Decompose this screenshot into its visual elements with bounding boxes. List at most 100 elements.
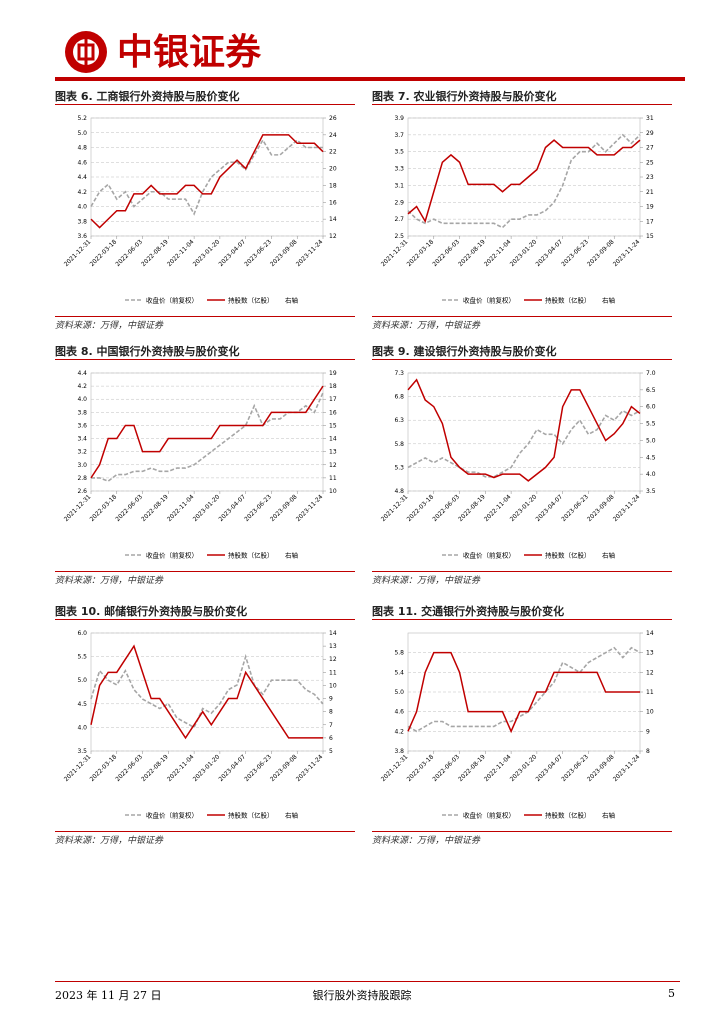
source-rule — [55, 831, 355, 832]
y2-tick-label: 29 — [646, 130, 654, 137]
y-tick-label: 3.5 — [394, 149, 404, 156]
y-tick-label: 5.4 — [394, 669, 404, 676]
source-note: 资料来源：万得，中银证券 — [372, 321, 481, 331]
y2-tick-label: 8 — [329, 709, 333, 716]
y-tick-label: 2.8 — [77, 475, 87, 482]
y2-tick-label: 19 — [646, 204, 654, 211]
source-rule — [372, 831, 672, 832]
legend-label: 持股数（亿股） — [228, 296, 274, 305]
legend-label: 收盘价（前复权） — [463, 811, 515, 820]
figure-title: 图表 9. 建设银行外资持股与股价变化 — [372, 345, 557, 358]
y-tick-label: 5.5 — [77, 654, 87, 661]
y-tick-label: 3.0 — [77, 462, 87, 469]
x-tick-label: 2023-11-24 — [612, 753, 642, 783]
series-line — [90, 134, 324, 229]
legend-note: 右轴 — [602, 296, 616, 305]
y2-tick-label: 9 — [646, 728, 650, 735]
header-rule — [55, 77, 685, 81]
y-tick-label: 5.3 — [394, 464, 404, 471]
series-line — [90, 385, 324, 479]
x-tick-label: 2023-11-24 — [295, 493, 325, 523]
y-tick-label: 4.8 — [394, 488, 404, 495]
chart: 3.84.24.65.05.45.88910111213142021-12-31… — [380, 630, 654, 820]
y2-tick-label: 5.5 — [646, 421, 656, 428]
y2-tick-label: 21 — [646, 189, 654, 196]
legend-label: 收盘价（前复权） — [463, 551, 515, 560]
y2-tick-label: 4.0 — [646, 471, 656, 478]
y2-tick-label: 7.0 — [646, 370, 656, 377]
y2-tick-label: 25 — [646, 159, 654, 166]
y2-tick-label: 11 — [329, 475, 337, 482]
y2-tick-label: 18 — [329, 383, 337, 390]
x-tick-label: 2023-11-24 — [612, 493, 642, 523]
series-line — [407, 651, 640, 734]
y2-tick-label: 17 — [646, 218, 654, 225]
y-tick-label: 3.1 — [394, 182, 404, 189]
y2-tick-label: 14 — [329, 436, 337, 443]
figure-rule — [372, 359, 672, 360]
series-line — [407, 409, 641, 478]
y-tick-label: 2.7 — [394, 216, 404, 223]
footer-date: 2023 年 11 月 27 日 — [55, 989, 162, 1002]
series-line — [407, 378, 641, 482]
y2-tick-label: 31 — [646, 115, 654, 122]
y2-tick-label: 12 — [329, 656, 337, 663]
source-rule — [372, 316, 672, 317]
series-line — [90, 653, 324, 729]
y2-tick-label: 16 — [329, 199, 337, 206]
x-tick-label: 2023-11-24 — [295, 753, 325, 783]
y2-tick-label: 27 — [646, 145, 654, 152]
series-line — [407, 139, 641, 224]
figure-rule — [55, 359, 355, 360]
y2-tick-label: 11 — [329, 669, 337, 676]
chart: 3.6 3.8 4.0 4.2 4.4 4.6 4.8 5.0 5.2 12 14 16 18 20 22 2… — [63, 115, 337, 305]
y-tick-label: 4.0 — [77, 396, 87, 403]
figure-title: 图表 7. 农业银行外资持股与股价变化 — [372, 90, 557, 103]
source-note: 资料来源：万得，中银证券 — [55, 836, 164, 846]
y2-tick-label: 9 — [329, 696, 333, 703]
y2-tick-label: 24 — [329, 132, 337, 139]
chart: 4.8 5.3 5.8 6.3 6.8 7.3 3.5 4.0 4.5 5.0 5.5 6.0 6.5 7… — [380, 370, 656, 560]
legend-label: 持股数（亿股） — [228, 551, 274, 560]
legend-label: 持股数（亿股） — [545, 811, 591, 820]
legend-note: 右轴 — [602, 811, 616, 820]
y-tick-label: 3.8 — [394, 748, 404, 755]
legend-note: 右轴 — [285, 551, 299, 560]
y2-tick-label: 6.0 — [646, 404, 656, 411]
y-tick-label: 4.2 — [77, 189, 87, 196]
series-line — [91, 392, 324, 483]
y-tick-label: 4.5 — [77, 701, 87, 708]
legend-note: 右轴 — [285, 296, 299, 305]
series-line — [90, 138, 323, 216]
chart: 2.5 2.7 2.9 3.1 3.3 3.5 3.7 3.9 15 17 19 21 23 25 27 29… — [380, 115, 654, 305]
y2-tick-label: 10 — [646, 709, 654, 716]
y2-tick-label: 3.5 — [646, 488, 656, 495]
y-tick-label: 3.2 — [77, 449, 87, 456]
header: 中银证券 — [55, 31, 685, 81]
y-tick-label: 3.5 — [77, 748, 87, 755]
y2-tick-label: 6 — [329, 735, 333, 742]
y-tick-label: 4.4 — [77, 370, 87, 377]
y2-tick-label: 23 — [646, 174, 654, 181]
series-line — [407, 646, 641, 733]
y2-tick-label: 15 — [329, 422, 337, 429]
y-tick-label: 5.0 — [394, 689, 404, 696]
y2-tick-label: 14 — [646, 630, 654, 637]
source-rule — [55, 571, 355, 572]
legend-label: 收盘价（前复权） — [146, 296, 198, 305]
source-note: 资料来源：万得，中银证券 — [55, 576, 164, 586]
y2-tick-label: 20 — [329, 166, 337, 173]
legend-label: 持股数（亿股） — [545, 296, 591, 305]
y-tick-label: 3.4 — [77, 436, 87, 443]
source-rule — [55, 316, 355, 317]
plot-frame — [407, 372, 641, 492]
y-tick-label: 7.3 — [394, 370, 404, 377]
chart: 3.54.04.55.05.56.05678910111213142021-12… — [63, 630, 337, 820]
x-tick-label: 2023-11-24 — [295, 238, 325, 268]
y-tick-label: 3.9 — [394, 115, 404, 122]
plot-frame — [407, 117, 641, 237]
plot-frame — [90, 632, 324, 752]
y-tick-label: 4.0 — [77, 204, 87, 211]
y-tick-label: 6.8 — [394, 394, 404, 401]
legend-label: 持股数（亿股） — [228, 811, 274, 820]
